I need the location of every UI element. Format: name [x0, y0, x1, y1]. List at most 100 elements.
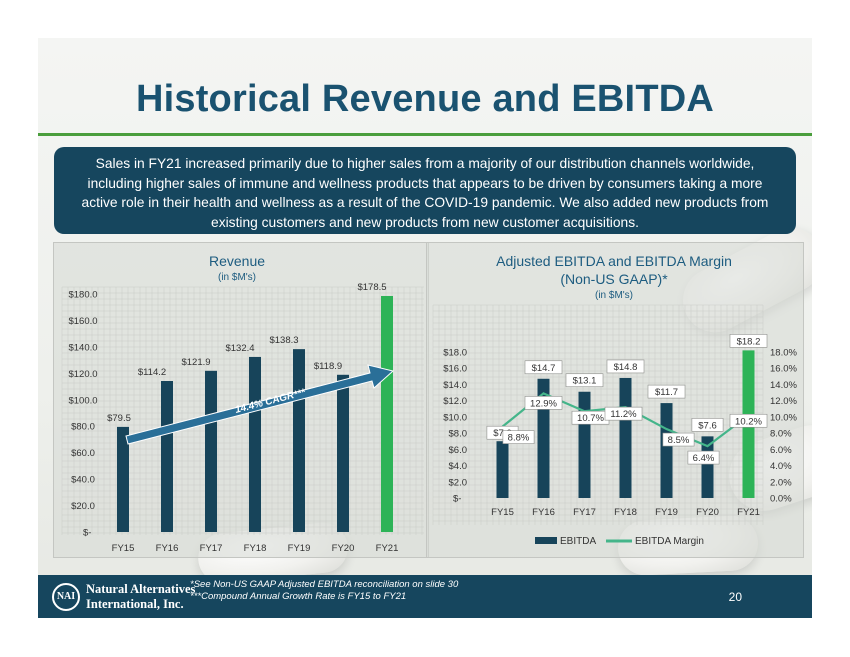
ebitda-margin-label: 10.7% [571, 410, 610, 425]
ebitda-margin-label-box [662, 432, 695, 447]
revenue-chart-subtitle: (in $M's) [218, 272, 256, 283]
x-tick-label: FY19 [288, 543, 311, 554]
x-tick-label: FY20 [332, 543, 355, 554]
ebitda-value-label: $13.1 [565, 373, 604, 388]
y-right-tick-label: 2.0% [770, 477, 792, 488]
revenue-value-label: $121.9 [181, 357, 210, 368]
ebitda-value-label: $14.8 [606, 359, 645, 374]
company-name-line2: International, Inc. [86, 597, 184, 611]
ebitda-margin-label-text: 8.5% [668, 435, 690, 446]
legend-label-margin: EBITDA Margin [635, 536, 704, 547]
ebitda-bar [496, 441, 509, 498]
footnote-ebitda: *See Non-US GAAP Adjusted EBITDA reconci… [190, 579, 459, 590]
ebitda-value-label-box [565, 373, 604, 388]
ebitda-value-label-text: $14.7 [532, 363, 556, 374]
y-tick-label: $60.0 [71, 448, 95, 459]
page-title: Historical Revenue and EBITDA [135, 78, 715, 120]
y-tick-label: $20.0 [71, 501, 95, 512]
slide: Historical Revenue and EBITDA Sales in F… [38, 38, 812, 618]
x-tick-label: FY21 [376, 543, 399, 554]
revenue-chart-panel: Revenue (in $M's) $- $20.0 $40.0 $60.0 $80.0… [53, 242, 429, 558]
y-left-tick-label: $- [453, 494, 461, 505]
x-tick-label: FY17 [200, 543, 223, 554]
ebitda-value-label-box [606, 359, 645, 374]
y-right-tick-label: 16.0% [770, 364, 797, 375]
revenue-value-label: $178.5 [357, 282, 386, 293]
revenue-chart: Revenue (in $M's) $- $20.0 $40.0 $60.0 $80.0… [61, 253, 424, 554]
revenue-value-label: $118.9 [314, 361, 342, 372]
ebitda-chart-title-line2: (Non-US GAAP)* [560, 271, 668, 287]
ebitda-margin-label-text: 6.4% [693, 453, 715, 464]
y-left-tick-label: $10.0 [443, 412, 467, 423]
ebitda-legend: EBITDA EBITDA Margin [535, 536, 704, 547]
x-tick-label: FY20 [696, 507, 719, 518]
y-tick-label: $100.0 [68, 395, 97, 406]
x-tick-label: FY18 [614, 507, 637, 518]
y-right-tick-label: 14.0% [770, 380, 797, 391]
y-tick-label: $120.0 [68, 369, 97, 380]
x-tick-label: FY18 [244, 543, 267, 554]
legend-label-ebitda: EBITDA [560, 536, 596, 547]
ebitda-margin-label: 8.5% [662, 432, 695, 447]
ebitda-margin-label-text: 8.8% [508, 433, 530, 444]
ebitda-margin-label-text: 10.2% [735, 416, 762, 427]
x-tick-label: FY15 [491, 507, 514, 518]
y-tick-label: $- [83, 528, 91, 539]
ebitda-value-label: $7.6 [691, 418, 724, 432]
revenue-bar [337, 374, 349, 532]
x-tick-label: FY16 [156, 543, 179, 554]
revenue-bar [249, 356, 261, 532]
page-number: 20 [728, 590, 742, 604]
ebitda-value-label-text: $11.7 [655, 387, 678, 398]
ebitda-value-label-text: $7.0 [493, 428, 512, 439]
revenue-bar [117, 426, 129, 532]
ebitda-chart-subtitle: (in $M's) [595, 290, 633, 301]
revenue-chart-title: Revenue [209, 253, 265, 269]
y-tick-label: $180.0 [68, 290, 97, 301]
title-divider [38, 133, 812, 136]
y-right-tick-label: 18.0% [770, 348, 797, 359]
legend-swatch-ebitda [535, 537, 557, 544]
y-left-tick-label: $18.0 [443, 348, 467, 359]
y-right-tick-label: 12.0% [770, 396, 797, 407]
revenue-value-label: $114.2 [138, 367, 166, 378]
ebitda-margin-label-text: 10.7% [577, 413, 604, 424]
x-tick-label: FY19 [655, 507, 678, 518]
x-tick-label: FY21 [737, 507, 760, 518]
ebitda-margin-label: 12.9% [524, 396, 563, 410]
revenue-value-label: $132.4 [225, 343, 254, 354]
revenue-value-label: $79.5 [107, 413, 131, 424]
ebitda-margin-label-box [502, 430, 535, 444]
ebitda-value-label-text: $18.2 [737, 336, 761, 347]
revenue-bar [161, 381, 173, 532]
ebitda-value-label-text: $7.6 [698, 420, 717, 431]
ebitda-margin-label-text: 12.9% [530, 398, 557, 409]
y-right-tick-label: 4.0% [770, 461, 792, 472]
company-logo-icon: NAI [52, 583, 80, 611]
ebitda-margin-label-box [524, 396, 563, 410]
ebitda-value-label: $14.7 [524, 360, 563, 375]
y-left-tick-label: $4.0 [449, 461, 468, 472]
x-tick-label: FY16 [532, 507, 555, 518]
footnotes: *See Non-US GAAP Adjusted EBITDA reconci… [190, 579, 458, 603]
ebitda-chart-title: Adjusted EBITDA and EBITDA Margin [496, 253, 732, 269]
y-tick-label: $140.0 [68, 342, 97, 353]
ebitda-margin-label: 10.2% [729, 413, 768, 428]
ebitda-margin-label: 11.2% [604, 406, 643, 421]
y-tick-label: $40.0 [71, 475, 95, 486]
ebitda-value-label: $18.2 [729, 334, 768, 348]
y-left-tick-label: $12.0 [443, 396, 467, 407]
x-tick-label: FY17 [573, 507, 596, 518]
y-right-tick-label: 6.0% [770, 445, 792, 456]
y-left-tick-label: $2.0 [449, 477, 468, 488]
footnote-cagr: ***Compound Annual Growth Rate is FY15 t… [190, 591, 407, 602]
company-name-line1: Natural Alternatives [86, 582, 196, 596]
ebitda-bar [578, 391, 591, 498]
ebitda-margin-label: 6.4% [687, 450, 720, 465]
ebitda-margin-label: 8.8% [502, 430, 535, 444]
ebitda-bar [660, 403, 673, 498]
revenue-value-label: $138.3 [269, 335, 298, 346]
y-right-tick-label: 10.0% [770, 412, 797, 423]
revenue-bar [293, 349, 305, 532]
y-tick-label: $80.0 [71, 422, 95, 433]
